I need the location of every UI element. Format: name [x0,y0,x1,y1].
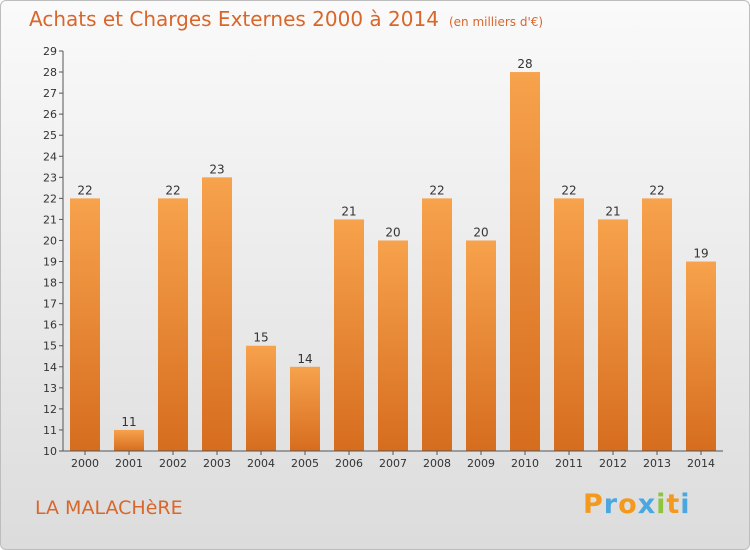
y-tick-label: 21 [43,213,57,226]
chart-unit: (en milliers d'€) [448,15,544,29]
chart-title: Achats et Charges Externes 2000 à 2014 (e… [29,7,543,31]
y-tick-label: 29 [43,45,57,58]
y-tick-label: 11 [43,424,57,437]
y-tick-label: 26 [43,108,57,121]
logo-letter: t [666,489,681,520]
bar-2012 [598,219,628,451]
y-tick-label: 25 [43,129,57,142]
bar-value-label: 23 [209,162,224,176]
bar-2000 [70,198,100,451]
bar-value-label: 20 [473,225,488,239]
bar-value-label: 14 [297,352,312,366]
bar-2002 [158,198,188,451]
logo-letter: i [680,489,691,520]
logo-letter: r [603,489,619,520]
bar-value-label: 21 [605,204,620,218]
bar-2008 [422,198,452,451]
x-tick-label: 2003 [203,457,231,470]
x-tick-label: 2012 [599,457,627,470]
logo-letter: P [583,489,604,520]
x-tick-label: 2002 [159,457,187,470]
bar-2006 [334,219,364,451]
x-tick-label: 2000 [71,457,99,470]
bars: 22 11 22 23 15 14 21 20 22 20 28 22 21 22 19 [70,57,716,451]
bar-2007 [378,240,408,451]
y-tick-label: 19 [43,256,57,269]
bar-2009 [466,240,496,451]
x-axis: 2000 2001 2002 2003 2004 2005 2006 2007 2008 2009… [63,450,723,470]
bar-2011 [554,198,584,451]
bar-value-label: 11 [121,415,136,429]
bar-2001 [114,429,144,451]
proxiti-logo: Proxiti [583,489,691,520]
x-tick-label: 2005 [291,457,319,470]
bar-value-label: 22 [77,183,92,197]
bar-value-label: 22 [429,183,444,197]
bar-value-label: 21 [341,204,356,218]
y-tick-label: 24 [43,150,57,163]
bar-2004 [246,345,276,451]
y-tick-label: 17 [43,298,57,311]
bar-value-label: 19 [693,247,708,261]
logo-letter: o [618,489,638,520]
x-tick-label: 2009 [467,457,495,470]
y-tick-label: 23 [43,171,57,184]
x-tick-label: 2007 [379,457,407,470]
bar-2013 [642,198,672,451]
bar-value-label: 20 [385,225,400,239]
x-tick-label: 2011 [555,457,583,470]
bar-2005 [290,366,320,451]
y-tick-label: 22 [43,192,57,205]
bar-value-label: 15 [253,331,268,345]
y-tick-label: 18 [43,277,57,290]
place-name: LA MALACHèRE [35,497,183,519]
x-tick-label: 2010 [511,457,539,470]
x-tick-label: 2006 [335,457,363,470]
logo-letter: x [637,489,657,520]
y-tick-label: 16 [43,319,57,332]
y-tick-label: 14 [43,361,57,374]
logo-letter: i [656,489,667,520]
bar-value-label: 22 [561,183,576,197]
bar-value-label: 28 [517,57,532,71]
y-tick-label: 28 [43,66,57,79]
x-tick-label: 2014 [687,457,715,470]
y-tick-label: 12 [43,403,57,416]
y-tick-label: 20 [43,234,57,247]
bar-2010 [510,72,540,451]
x-tick-label: 2013 [643,457,671,470]
bar-value-label: 22 [649,183,664,197]
y-tick-label: 15 [43,340,57,353]
bar-2014 [686,261,716,451]
chart-title-text: Achats et Charges Externes 2000 à 2014 [29,7,439,31]
y-axis: 10 11 12 13 14 15 16 17 18 19 20 21 22 23 24 25 26 27 28 29 [43,45,64,458]
y-tick-label: 13 [43,382,57,395]
x-tick-label: 2001 [115,457,143,470]
bar-2003 [202,177,232,451]
x-tick-label: 2008 [423,457,451,470]
bar-value-label: 22 [165,183,180,197]
x-tick-label: 2004 [247,457,275,470]
y-tick-label: 10 [43,445,57,458]
y-tick-label: 27 [43,87,57,100]
